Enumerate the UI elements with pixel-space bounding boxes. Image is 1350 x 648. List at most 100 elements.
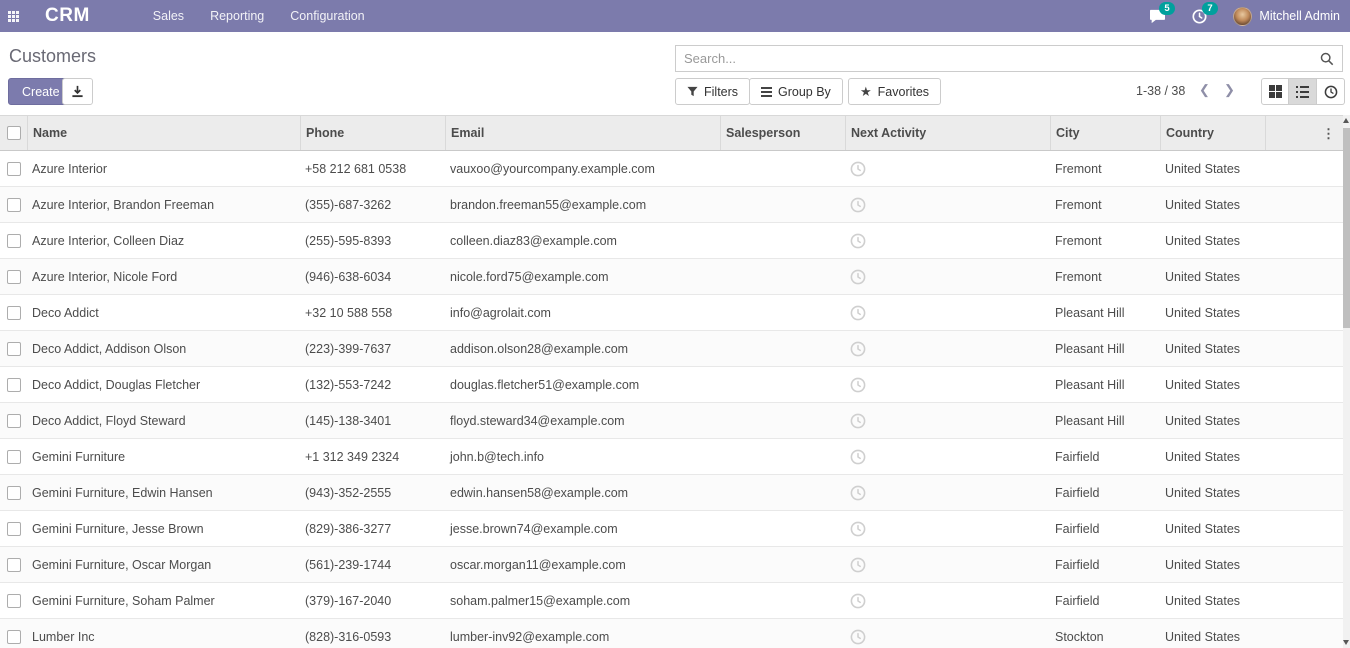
cell-city: Fairfield: [1055, 593, 1100, 608]
table-row[interactable]: Gemini Furniture, Oscar Morgan (561)-239…: [0, 547, 1343, 583]
table-row[interactable]: Gemini Furniture, Edwin Hansen (943)-352…: [0, 475, 1343, 511]
favorites-button[interactable]: ★ Favorites: [848, 78, 942, 105]
cell-city: Fremont: [1055, 233, 1102, 248]
column-header-country[interactable]: Country: [1160, 116, 1265, 150]
filter-funnel-icon: [687, 86, 698, 97]
activities-button[interactable]: 7: [1192, 1, 1218, 24]
view-switcher: [1261, 78, 1345, 105]
activities-badge: 7: [1202, 1, 1218, 15]
top-navbar: CRM Sales Reporting Configuration 5 7 Mi…: [0, 0, 1350, 32]
cell-next-activity: [845, 377, 1050, 393]
list-view-button[interactable]: [1289, 78, 1317, 105]
row-checkbox[interactable]: [6, 485, 21, 500]
schedule-activity-icon[interactable]: [850, 377, 1045, 393]
schedule-activity-icon[interactable]: [850, 593, 1045, 609]
column-header-next-activity[interactable]: Next Activity: [845, 116, 1050, 150]
cell-next-activity: [845, 449, 1050, 465]
row-checkbox[interactable]: [6, 557, 21, 572]
cell-country: United States: [1165, 377, 1241, 392]
nav-menu-sales[interactable]: Sales: [152, 9, 185, 23]
cell-name: Azure Interior, Nicole Ford: [32, 269, 178, 284]
schedule-activity-icon[interactable]: [850, 197, 1045, 213]
table-row[interactable]: Deco Addict +32 10 588 558 info@agrolait…: [0, 295, 1343, 331]
row-checkbox[interactable]: [6, 269, 21, 284]
table-row[interactable]: Gemini Furniture, Soham Palmer (379)-167…: [0, 583, 1343, 619]
schedule-activity-icon[interactable]: [850, 305, 1045, 321]
favorites-label: Favorites: [877, 84, 930, 99]
cell-country: United States: [1165, 341, 1241, 356]
user-name[interactable]: Mitchell Admin: [1259, 9, 1340, 23]
row-checkbox[interactable]: [6, 629, 21, 644]
cell-email: nicole.ford75@example.com: [450, 269, 609, 284]
cell-city: Stockton: [1055, 629, 1104, 644]
schedule-activity-icon[interactable]: [850, 269, 1045, 285]
column-header-city[interactable]: City: [1050, 116, 1160, 150]
messages-button[interactable]: 5: [1149, 1, 1175, 24]
search-icon[interactable]: [1320, 52, 1334, 66]
cell-email: soham.palmer15@example.com: [450, 593, 631, 608]
scrollbar-down-arrow[interactable]: [1343, 640, 1349, 645]
column-header-phone[interactable]: Phone: [300, 116, 445, 150]
table-row[interactable]: Gemini Furniture +1 312 349 2324 john.b@…: [0, 439, 1343, 475]
schedule-activity-icon[interactable]: [850, 521, 1045, 537]
vertical-scrollbar[interactable]: [1343, 115, 1350, 648]
user-avatar[interactable]: [1233, 6, 1253, 26]
activity-view-button[interactable]: [1317, 78, 1345, 105]
row-checkbox[interactable]: [6, 521, 21, 536]
pager-counter: 1-38 / 38: [1136, 84, 1186, 98]
nav-menu-reporting[interactable]: Reporting: [210, 9, 265, 23]
cell-name: Lumber Inc: [32, 629, 95, 644]
export-button[interactable]: [62, 78, 93, 105]
schedule-activity-icon[interactable]: [850, 233, 1045, 249]
table-row[interactable]: Azure Interior, Colleen Diaz (255)-595-8…: [0, 223, 1343, 259]
row-checkbox[interactable]: [6, 377, 21, 392]
table-row[interactable]: Azure Interior +58 212 681 0538 vauxoo@y…: [0, 151, 1343, 187]
app-brand[interactable]: CRM: [45, 5, 90, 26]
cell-country: United States: [1165, 485, 1241, 500]
cell-email: addison.olson28@example.com: [450, 341, 629, 356]
row-checkbox[interactable]: [6, 233, 21, 248]
select-all-checkbox[interactable]: [6, 126, 21, 140]
scrollbar-thumb[interactable]: [1343, 128, 1350, 328]
column-options-button[interactable]: ⋮: [1322, 125, 1335, 141]
group-by-button[interactable]: Group By: [749, 78, 843, 105]
row-checkbox[interactable]: [6, 449, 21, 464]
column-header-salesperson[interactable]: Salesperson: [720, 116, 845, 150]
cell-phone: +58 212 681 0538: [305, 161, 407, 176]
table-row[interactable]: Azure Interior, Brandon Freeman (355)-68…: [0, 187, 1343, 223]
table-row[interactable]: Lumber Inc (828)-316-0593 lumber-inv92@e…: [0, 619, 1343, 648]
schedule-activity-icon[interactable]: [850, 341, 1045, 357]
search-input[interactable]: [676, 51, 1320, 66]
row-checkbox[interactable]: [6, 197, 21, 212]
apps-menu-icon[interactable]: [8, 10, 19, 22]
column-header-name[interactable]: Name: [27, 116, 300, 150]
pager-previous-button[interactable]: ❮: [1199, 82, 1210, 97]
filters-button[interactable]: Filters: [675, 78, 751, 105]
row-checkbox[interactable]: [6, 305, 21, 320]
cell-city: Pleasant Hill: [1055, 341, 1125, 356]
cell-city: Pleasant Hill: [1055, 413, 1125, 428]
schedule-activity-icon[interactable]: [850, 629, 1045, 645]
schedule-activity-icon[interactable]: [850, 485, 1045, 501]
table-row[interactable]: Deco Addict, Addison Olson (223)-399-763…: [0, 331, 1343, 367]
pager-next-button[interactable]: ❯: [1224, 82, 1235, 97]
cell-country: United States: [1165, 233, 1241, 248]
row-checkbox[interactable]: [6, 593, 21, 608]
schedule-activity-icon[interactable]: [850, 449, 1045, 465]
schedule-activity-icon[interactable]: [850, 413, 1045, 429]
row-checkbox[interactable]: [6, 341, 21, 356]
cell-next-activity: [845, 233, 1050, 249]
kanban-view-button[interactable]: [1261, 78, 1289, 105]
row-checkbox[interactable]: [6, 413, 21, 428]
scrollbar-up-arrow[interactable]: [1343, 118, 1349, 123]
nav-menu-configuration[interactable]: Configuration: [290, 9, 365, 23]
cell-next-activity: [845, 305, 1050, 321]
table-row[interactable]: Gemini Furniture, Jesse Brown (829)-386-…: [0, 511, 1343, 547]
row-checkbox[interactable]: [6, 161, 21, 176]
table-row[interactable]: Azure Interior, Nicole Ford (946)-638-60…: [0, 259, 1343, 295]
schedule-activity-icon[interactable]: [850, 161, 1045, 177]
table-row[interactable]: Deco Addict, Floyd Steward (145)-138-340…: [0, 403, 1343, 439]
table-row[interactable]: Deco Addict, Douglas Fletcher (132)-553-…: [0, 367, 1343, 403]
column-header-email[interactable]: Email: [445, 116, 720, 150]
schedule-activity-icon[interactable]: [850, 557, 1045, 573]
